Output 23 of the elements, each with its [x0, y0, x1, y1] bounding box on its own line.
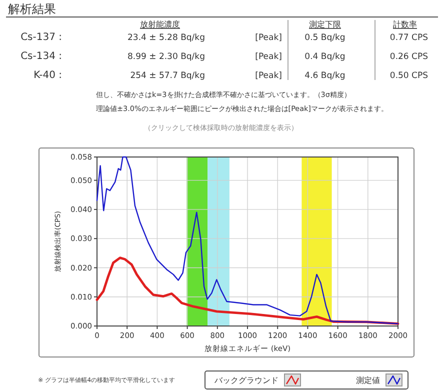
text: 254 ± 57.7 Bq/kg [130, 71, 205, 81]
text: K-40 : [34, 70, 62, 81]
text: 計数率 [393, 20, 417, 29]
legend-label: バックグラウンド [214, 376, 278, 385]
line-series [96, 256, 400, 325]
text: 0.77 CPS [390, 33, 428, 43]
line-series [96, 156, 399, 324]
text: [Peak] [255, 52, 282, 62]
text: [Peak] [255, 33, 282, 43]
text: 0.50 CPS [390, 71, 428, 81]
legend-label: 測定値 [356, 376, 380, 385]
text: 4.6 Bq/kg [304, 71, 346, 81]
text: 0.26 CPS [390, 52, 428, 62]
text: 0.4 Bq/kg [304, 52, 346, 62]
text: Cs-137 : [20, 32, 62, 43]
text: 23.4 ± 5.28 Bq/kg [128, 33, 205, 43]
text: [Peak] [255, 71, 282, 81]
text: 測定下限 [309, 20, 341, 29]
text: Cs-134 : [20, 51, 62, 62]
text: 8.99 ± 2.30 Bq/kg [128, 52, 205, 62]
text: 放射能濃度 [140, 20, 180, 29]
chart-title: 解析結果 [8, 2, 56, 16]
text: 0.5 Bq/kg [304, 33, 346, 43]
